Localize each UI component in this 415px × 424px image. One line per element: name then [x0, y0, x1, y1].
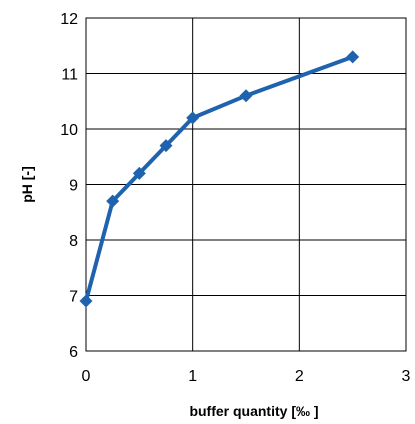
data-point-marker: [132, 166, 146, 180]
x-tick-label: 1: [188, 368, 197, 385]
data-point-marker: [79, 294, 93, 308]
x-tick-label: 2: [295, 368, 304, 385]
plot-area-frame: [85, 17, 407, 352]
data-point-marker: [159, 139, 173, 153]
y-tick-label: 8: [69, 233, 78, 250]
y-tick-label: 9: [69, 178, 78, 195]
y-tick-label: 12: [60, 11, 78, 28]
y-axis-tick-labels: 6 7 8 9 10 11 12: [60, 11, 78, 361]
data-point-marker: [239, 89, 253, 103]
y-tick-label: 10: [60, 122, 78, 139]
series-line: [84, 54, 354, 302]
series-lines: [84, 54, 354, 302]
data-point-marker: [346, 50, 360, 64]
y-tick-label: 7: [69, 289, 78, 306]
series-markers: [79, 50, 360, 308]
chart-grid: [85, 17, 407, 352]
data-point-marker: [186, 111, 200, 125]
x-tick-label: 0: [82, 368, 91, 385]
x-axis-tick-labels: 0 1 2 3: [82, 368, 411, 385]
x-tick-label: 3: [402, 368, 411, 385]
data-point-marker: [106, 194, 120, 208]
x-axis-title: buffer quantity [‰ ]: [189, 403, 318, 419]
y-tick-label: 11: [61, 67, 78, 84]
y-axis-title: pH [-]: [19, 166, 35, 203]
y-tick-label: 6: [69, 344, 78, 361]
